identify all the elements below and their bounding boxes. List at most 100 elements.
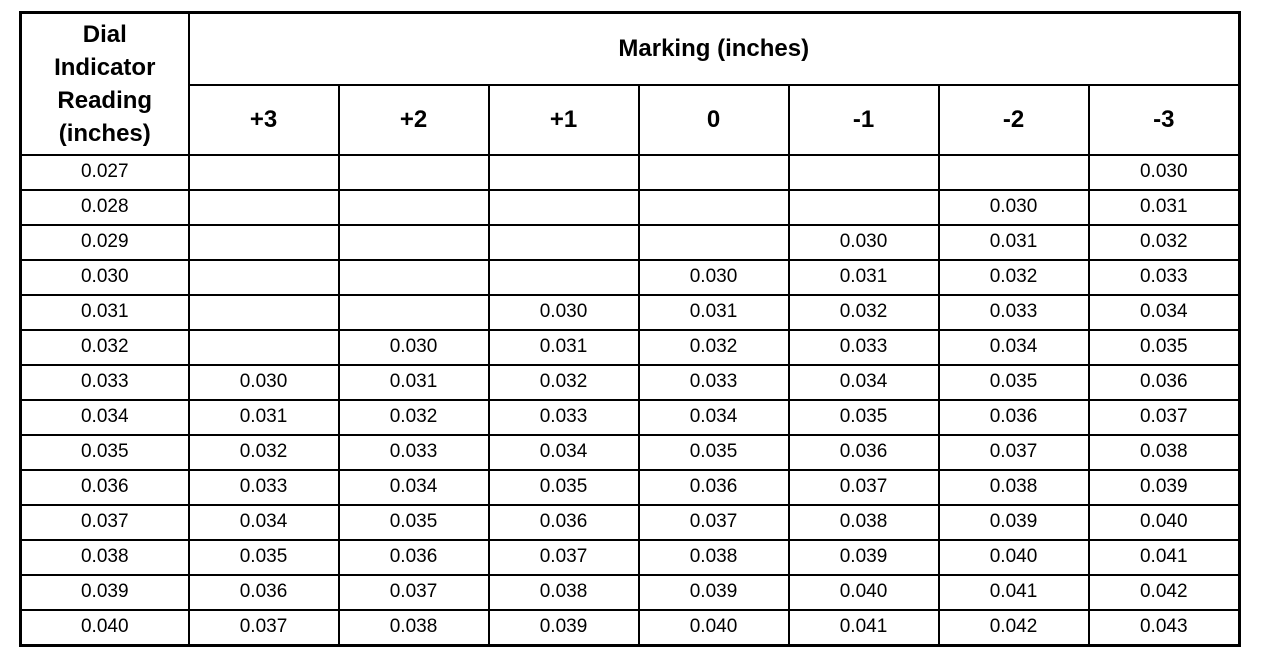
cell bbox=[487, 153, 640, 191]
cell: 0.042 bbox=[1087, 573, 1241, 611]
cell bbox=[187, 328, 340, 366]
table-row: 0.030 0.030 0.031 0.032 0.033 bbox=[19, 258, 1241, 296]
column-header: -1 bbox=[787, 83, 940, 156]
cell: 0.031 bbox=[787, 258, 940, 296]
cell: 0.034 bbox=[187, 503, 340, 541]
cell: 0.030 bbox=[637, 258, 790, 296]
cell: 0.032 bbox=[937, 258, 1090, 296]
table-row: 0.033 0.030 0.031 0.032 0.033 0.034 0.035 0.036 bbox=[19, 363, 1241, 401]
cell: 0.039 bbox=[1087, 468, 1241, 506]
cell: 0.035 bbox=[787, 398, 940, 436]
table-row: 0.038 0.035 0.036 0.037 0.038 0.039 0.040 0.041 bbox=[19, 538, 1241, 576]
cell: 0.030 bbox=[1087, 153, 1241, 191]
cell bbox=[637, 153, 790, 191]
cell bbox=[187, 188, 340, 226]
cell: 0.038 bbox=[787, 503, 940, 541]
cell bbox=[487, 223, 640, 261]
column-header: +3 bbox=[187, 83, 340, 156]
cell: 0.033 bbox=[337, 433, 490, 471]
cell: 0.037 bbox=[637, 503, 790, 541]
cell: 0.031 bbox=[487, 328, 640, 366]
header-row: +3 +2 +1 0 -1 -2 -3 bbox=[21, 83, 1241, 156]
table-body: 0.027 0.030 0.028 0.030 0.031 0.029 0.030 0.031… bbox=[19, 153, 1241, 646]
cell: 0.035 bbox=[937, 363, 1090, 401]
cell: 0.036 bbox=[937, 398, 1090, 436]
row-header-cell: 0.033 bbox=[19, 363, 190, 401]
cell: 0.040 bbox=[1087, 503, 1241, 541]
cell bbox=[337, 258, 490, 296]
row-header-cell: 0.028 bbox=[19, 188, 190, 226]
cell: 0.038 bbox=[937, 468, 1090, 506]
cell: 0.032 bbox=[337, 398, 490, 436]
row-header-cell: 0.027 bbox=[19, 153, 190, 191]
cell: 0.035 bbox=[1087, 328, 1241, 366]
cell: 0.030 bbox=[337, 328, 490, 366]
cell: 0.037 bbox=[787, 468, 940, 506]
column-header: -2 bbox=[937, 83, 1090, 156]
cell: 0.032 bbox=[787, 293, 940, 331]
cell: 0.038 bbox=[487, 573, 640, 611]
cell bbox=[187, 293, 340, 331]
cell bbox=[337, 188, 490, 226]
cell: 0.037 bbox=[487, 538, 640, 576]
cell: 0.033 bbox=[187, 468, 340, 506]
cell: 0.039 bbox=[937, 503, 1090, 541]
cell: 0.035 bbox=[187, 538, 340, 576]
row-header-cell: 0.030 bbox=[19, 258, 190, 296]
cell: 0.037 bbox=[937, 433, 1090, 471]
column-header: +2 bbox=[337, 83, 490, 156]
cell: 0.032 bbox=[187, 433, 340, 471]
cell: 0.035 bbox=[637, 433, 790, 471]
cell: 0.038 bbox=[337, 608, 490, 646]
column-header: 0 bbox=[637, 83, 790, 156]
cell: 0.040 bbox=[937, 538, 1090, 576]
cell bbox=[637, 188, 790, 226]
table-row: 0.031 0.030 0.031 0.032 0.033 0.034 bbox=[19, 293, 1241, 331]
cell: 0.030 bbox=[937, 188, 1090, 226]
row-header-cell: 0.034 bbox=[19, 398, 190, 436]
cell: 0.036 bbox=[337, 538, 490, 576]
cell: 0.035 bbox=[337, 503, 490, 541]
cell: 0.039 bbox=[787, 538, 940, 576]
cell: 0.030 bbox=[787, 223, 940, 261]
cell: 0.030 bbox=[487, 293, 640, 331]
row-header-cell: 0.039 bbox=[19, 573, 190, 611]
cell: 0.034 bbox=[787, 363, 940, 401]
cell: 0.034 bbox=[337, 468, 490, 506]
row-header-cell: 0.038 bbox=[19, 538, 190, 576]
header-row: Dial Indicator Reading (inches) Marking … bbox=[19, 11, 1241, 156]
cell: 0.032 bbox=[487, 363, 640, 401]
cell: 0.034 bbox=[487, 433, 640, 471]
cell: 0.040 bbox=[787, 573, 940, 611]
table: Dial Indicator Reading (inches) Marking … bbox=[19, 11, 1241, 647]
row-header-cell: 0.040 bbox=[19, 608, 190, 646]
cell: 0.043 bbox=[1087, 608, 1241, 646]
cell: 0.039 bbox=[637, 573, 790, 611]
cell: 0.036 bbox=[487, 503, 640, 541]
cell bbox=[187, 223, 340, 261]
table-row: 0.028 0.030 0.031 bbox=[19, 188, 1241, 226]
cell: 0.037 bbox=[1087, 398, 1241, 436]
cell bbox=[937, 153, 1090, 191]
group-header: Marking (inches) bbox=[187, 11, 1241, 86]
cell: 0.034 bbox=[1087, 293, 1241, 331]
cell: 0.036 bbox=[1087, 363, 1241, 401]
row-header-cell: 0.036 bbox=[19, 468, 190, 506]
cell bbox=[337, 153, 490, 191]
cell: 0.037 bbox=[337, 573, 490, 611]
cell: 0.034 bbox=[937, 328, 1090, 366]
row-header-cell: 0.032 bbox=[19, 328, 190, 366]
cell: 0.031 bbox=[937, 223, 1090, 261]
row-header-cell: 0.035 bbox=[19, 433, 190, 471]
cell: 0.041 bbox=[1087, 538, 1241, 576]
table-row: 0.037 0.034 0.035 0.036 0.037 0.038 0.039 0.040 bbox=[19, 503, 1241, 541]
corner-header: Dial Indicator Reading (inches) bbox=[19, 11, 190, 156]
cell: 0.033 bbox=[487, 398, 640, 436]
cell: 0.031 bbox=[1087, 188, 1241, 226]
cell bbox=[487, 188, 640, 226]
cell: 0.031 bbox=[187, 398, 340, 436]
cell bbox=[337, 293, 490, 331]
cell: 0.032 bbox=[1087, 223, 1241, 261]
cell: 0.040 bbox=[637, 608, 790, 646]
column-header: -3 bbox=[1087, 83, 1241, 156]
